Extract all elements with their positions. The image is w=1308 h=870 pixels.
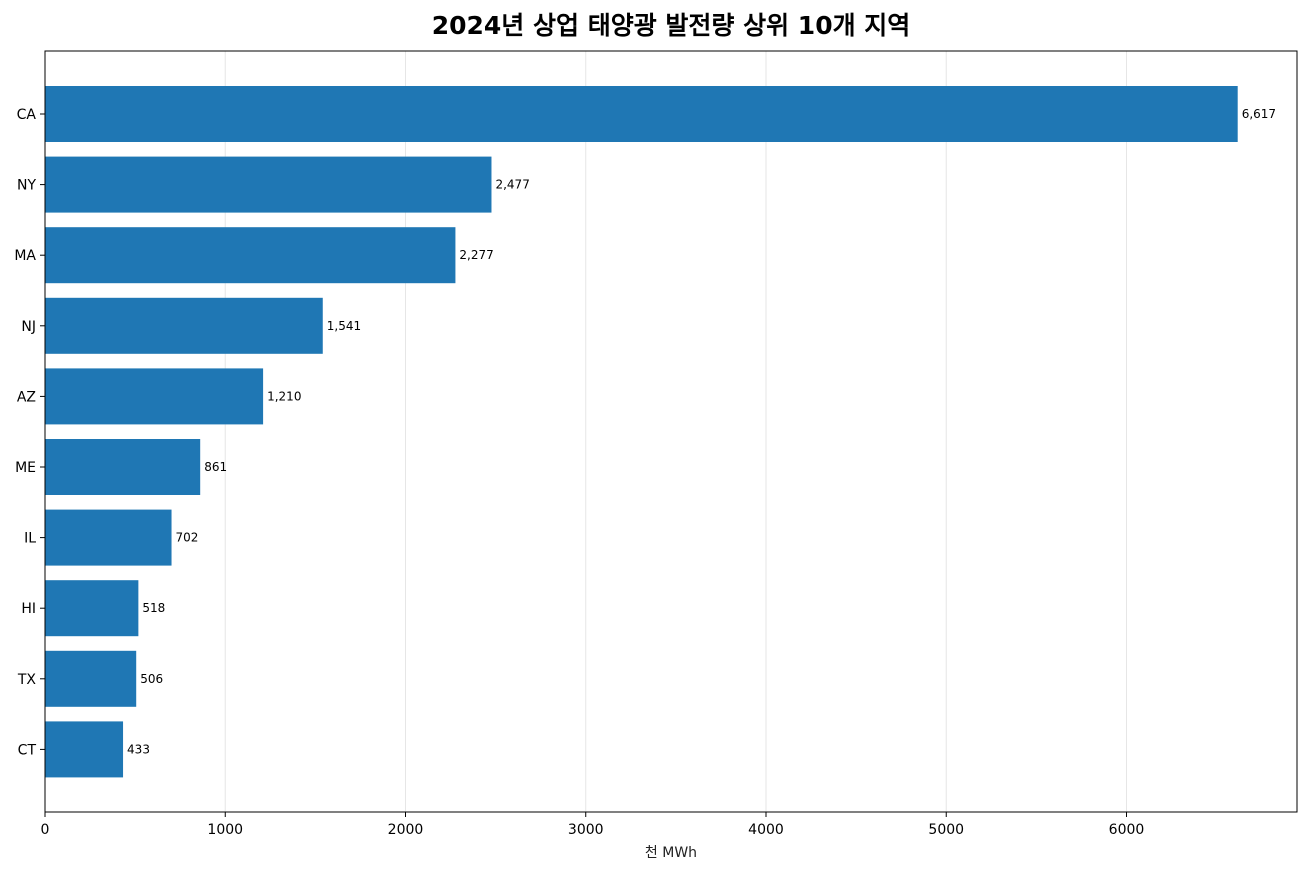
x-tick-label: 6000 — [1109, 822, 1145, 838]
y-tick-label: HI — [21, 601, 36, 617]
x-tick-label: 4000 — [748, 822, 784, 838]
bar-value-label: 1,210 — [267, 389, 301, 403]
bar-value-label: 702 — [176, 531, 199, 545]
y-tick-label: TX — [17, 672, 37, 688]
x-tick-label: 0 — [41, 822, 50, 838]
bar-value-label: 433 — [127, 742, 150, 756]
bar-value-labels: 6,617 2,477 2,277 1,541 1,210 861 702 518 506 433 — [127, 107, 1276, 756]
y-tick-label: CT — [18, 742, 37, 758]
bar-me — [45, 439, 201, 495]
bar-value-label: 861 — [204, 460, 227, 474]
bar-value-label: 506 — [140, 672, 163, 686]
bar-value-label: 2,277 — [459, 248, 493, 262]
bar-nj — [45, 297, 323, 354]
y-tick-label: ME — [15, 460, 36, 476]
bar-ny — [45, 156, 492, 213]
plot-frame — [44, 50, 1298, 813]
y-tick-label: IL — [24, 531, 36, 547]
y-tick-label: NY — [17, 178, 36, 194]
bar-value-label: 518 — [142, 601, 165, 615]
bars — [45, 86, 1238, 778]
chart-title: 2024년 상업 태양광 발전량 상위 10개 지역 — [432, 11, 911, 40]
x-tick-label: 1000 — [207, 822, 243, 838]
y-axis-ticks: CA NY MA NJ AZ ME IL HI TX CT — [14, 107, 45, 758]
bar-ma — [45, 227, 456, 284]
y-tick-label: MA — [14, 248, 36, 264]
y-tick-label: CA — [17, 107, 37, 123]
bar-ca — [45, 86, 1238, 142]
x-tick-label: 2000 — [388, 822, 424, 838]
x-tick-label: 3000 — [568, 822, 604, 838]
bar-value-label: 1,541 — [327, 319, 361, 333]
bar-ct — [45, 721, 124, 778]
y-tick-label: AZ — [17, 389, 36, 405]
bar-hi — [45, 580, 139, 637]
bar-az — [45, 368, 264, 425]
x-tick-label: 5000 — [928, 822, 964, 838]
bar-value-label: 6,617 — [1242, 107, 1276, 121]
bar-value-label: 2,477 — [495, 178, 529, 192]
x-axis-label: 천 MWh — [645, 845, 697, 861]
bar-il — [45, 509, 172, 566]
x-axis-ticks: 0 1000 2000 3000 4000 5000 6000 — [41, 812, 1145, 838]
bar-tx — [45, 650, 137, 707]
y-tick-label: NJ — [21, 319, 36, 335]
